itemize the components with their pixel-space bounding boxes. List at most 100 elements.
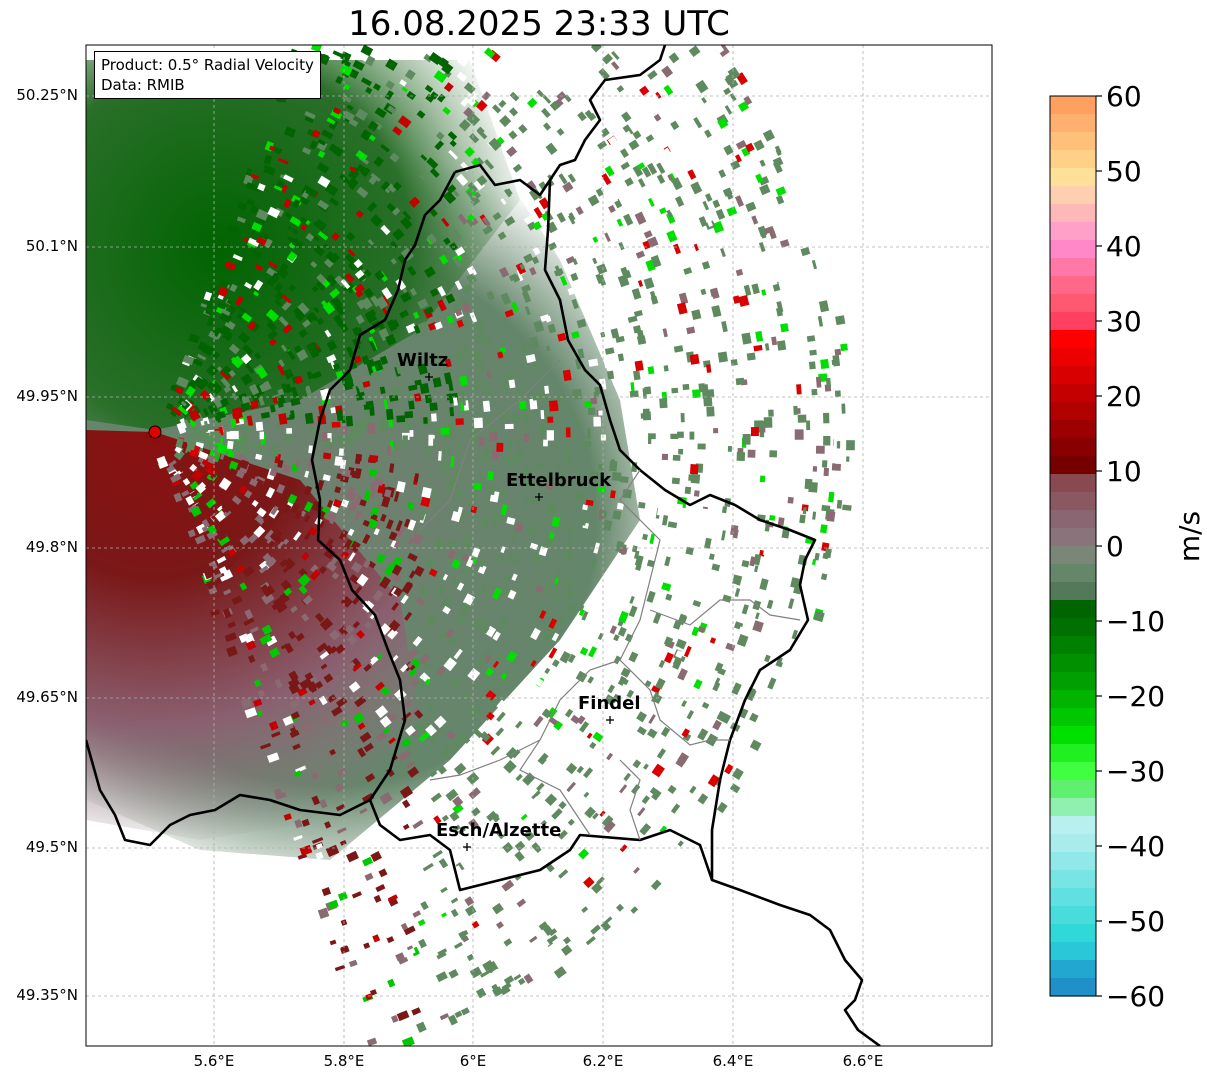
radar-echo [441,598,452,608]
radar-echo [746,644,753,655]
radar-echo [759,184,771,196]
radar-echo [414,709,424,719]
radar-echo [666,230,678,243]
radar-echo [565,427,571,438]
radar-echo [252,290,260,297]
radar-echo [451,559,461,569]
radar-echo [269,468,278,477]
colorbar-band [1050,312,1096,331]
radar-echo [727,66,741,80]
radar-echo [515,773,523,782]
radar-echo [577,348,585,359]
radar-echo [544,537,554,550]
radar-echo [538,546,548,557]
radar-echo [675,195,685,207]
radar-echo [224,261,237,271]
radar-echo [676,302,688,315]
radar-echo [202,407,210,417]
radar-echo [303,485,313,496]
radar-echo [429,288,439,297]
map-title: 16.08.2025 23:33 UTC [348,4,730,44]
radar-echo [249,383,260,396]
radar-echo [728,79,739,89]
radar-echo [629,682,641,694]
radar-echo [280,497,290,508]
radar-echo [367,238,375,246]
radar-echo [460,859,469,869]
radar-echo [736,634,749,647]
colorbar-band [1050,708,1096,727]
radar-echo [529,398,538,410]
radar-echo [617,353,625,362]
radar-echo [443,82,454,93]
radar-echo [310,564,319,573]
radar-echo [511,414,522,423]
radar-echo [553,966,567,979]
radar-echo [323,547,336,560]
radar-echo [579,721,590,733]
radar-echo [297,573,311,587]
radar-echo [299,196,310,206]
radar-echo [212,327,221,337]
radar-echo [266,752,280,763]
radar-echo [548,647,558,659]
radar-echo [751,215,759,225]
colorbar-band [1050,942,1096,961]
radar-echo [239,459,250,470]
radar-echo [240,697,253,709]
radar-echo [324,645,335,655]
radar-echo [451,511,462,523]
radar-echo [447,549,457,560]
radar-echo [357,419,368,430]
radar-echo [470,195,479,205]
radar-echo [356,573,369,587]
radar-echo [572,388,583,400]
radar-echo [454,280,463,291]
radar-echo [446,420,456,430]
radar-echo [532,246,541,256]
radar-echo [491,983,500,994]
radar-echo [581,906,589,914]
radar-echo [397,115,412,129]
colorbar-band [1050,510,1096,529]
radar-echo [438,451,442,461]
radar-echo [369,340,377,352]
radar-echo [335,804,346,812]
radar-echo [470,506,478,514]
radar-echo [346,434,353,443]
radar-echo [452,189,460,198]
radar-echo [611,50,620,61]
radar-echo [531,790,541,800]
radar-echo [324,257,335,269]
radar-echo [392,126,403,136]
radar-echo [387,183,397,193]
radar-echo [761,487,770,494]
radar-echo [548,618,558,629]
radar-echo [332,107,342,115]
radar-echo [464,146,475,158]
radar-echo [356,163,368,175]
radar-echo [217,444,227,454]
radar-echo [471,807,481,817]
lat-label: 49.8°N [25,538,78,556]
radar-echo [242,565,255,578]
radar-echo [752,620,764,633]
radar-echo [374,107,387,119]
radar-echo [336,697,348,708]
radar-echo [326,924,338,935]
radar-echo [232,540,245,552]
radar-echo [256,507,267,518]
radar-echo [661,453,669,461]
radar-echo [496,699,509,712]
radar-echo [622,130,632,140]
radar-echo [583,876,595,889]
radar-echo [482,335,491,346]
radar-echo [344,253,357,265]
radar-echo [299,677,313,691]
radar-echo [610,490,616,499]
radar-echo [286,723,294,730]
radar-echo [599,810,606,817]
radar-echo [456,319,465,328]
radar-echo [486,290,495,301]
radar-echo [452,824,461,833]
